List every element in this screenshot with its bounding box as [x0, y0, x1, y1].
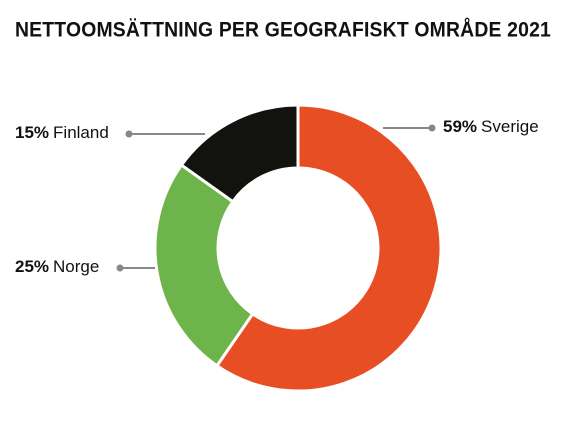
data-label: 25% Norge [15, 257, 99, 276]
value-label: 59% [443, 117, 477, 136]
leader-dot [125, 130, 133, 138]
data-label: 15% Finland [15, 123, 109, 142]
chart-title: NETTOOMSÄTTNING PER GEOGRAFISKT OMRÅDE 2… [15, 18, 551, 42]
category-label: Norge [53, 257, 99, 276]
data-label: 59% Sverige [443, 117, 539, 136]
leader-dot [428, 124, 436, 132]
donut-slice [214, 103, 443, 393]
leader-dot [116, 264, 124, 272]
donut-slice [179, 103, 300, 204]
value-label: 15% [15, 123, 49, 142]
category-label: Finland [53, 123, 109, 142]
category-label: Sverige [481, 117, 539, 136]
donut-slice [153, 162, 255, 368]
value-label: 25% [15, 257, 49, 276]
